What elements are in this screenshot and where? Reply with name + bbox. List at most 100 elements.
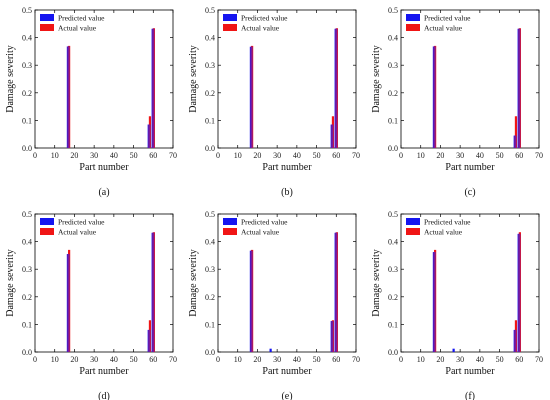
y-tick-label: 0.5 xyxy=(205,210,215,219)
x-axis-title: Part number xyxy=(262,366,312,377)
x-tick-label: 30 xyxy=(273,151,281,160)
y-tick-label: 0.5 xyxy=(205,6,215,15)
y-tick-label: 0.5 xyxy=(388,210,398,219)
panel-caption: (d) xyxy=(98,391,110,400)
legend-swatch xyxy=(223,228,237,235)
x-tick-label: 30 xyxy=(456,151,464,160)
legend-swatch xyxy=(223,218,237,225)
x-tick-label: 50 xyxy=(313,355,321,364)
y-tick-label: 0.2 xyxy=(22,293,32,302)
x-tick-label: 0 xyxy=(33,355,37,364)
y-tick-label: 0.5 xyxy=(22,210,32,219)
x-tick-label: 40 xyxy=(476,151,484,160)
x-tick-label: 0 xyxy=(33,151,37,160)
bar-overlap xyxy=(433,252,436,352)
legend-label: Predicted value xyxy=(241,14,288,23)
legend-label: Actual value xyxy=(424,24,463,33)
legend-swatch xyxy=(406,228,420,235)
x-tick-label: 70 xyxy=(169,151,177,160)
legend-label: Actual value xyxy=(58,228,97,237)
bar-overlap xyxy=(148,124,151,148)
x-tick-label: 50 xyxy=(313,151,321,160)
legend-label: Predicted value xyxy=(424,218,471,227)
y-tick-label: 0.2 xyxy=(388,293,398,302)
legend-swatch xyxy=(223,24,237,31)
x-tick-label: 10 xyxy=(51,151,59,160)
x-tick-label: 40 xyxy=(293,355,301,364)
x-tick-label: 0 xyxy=(216,355,220,364)
bar-overlap xyxy=(148,329,151,352)
y-tick-label: 0.2 xyxy=(22,89,32,98)
panel-caption: (c) xyxy=(464,187,475,198)
panel-caption: (a) xyxy=(98,187,109,198)
x-tick-label: 60 xyxy=(515,355,523,364)
y-tick-label: 0.1 xyxy=(388,116,398,125)
y-tick-label: 0.0 xyxy=(205,144,215,153)
bar-overlap xyxy=(331,321,334,352)
x-tick-label: 60 xyxy=(332,151,340,160)
y-tick-label: 0.4 xyxy=(205,238,215,247)
plot-frame xyxy=(34,213,174,353)
x-tick-label: 50 xyxy=(130,151,138,160)
plot-frame xyxy=(400,213,540,353)
bar-predicted-value xyxy=(452,348,455,352)
x-tick-label: 20 xyxy=(253,355,261,364)
legend-label: Predicted value xyxy=(241,218,288,227)
x-tick-label: 50 xyxy=(130,355,138,364)
x-tick-label: 60 xyxy=(149,355,157,364)
chart-panel: 0 10 20 30 40 50 60 70 0.0 0.1 0.2 0.3 0.4 0.5 Part nu… xyxy=(188,6,360,198)
x-tick-label: 70 xyxy=(169,355,177,364)
y-tick-label: 0.1 xyxy=(388,320,398,329)
x-tick-label: 70 xyxy=(352,355,360,364)
y-tick-label: 0.5 xyxy=(22,6,32,15)
chart-panel: 0 10 20 30 40 50 60 70 0.0 0.1 0.2 0.3 0.4 0.5 Part nu… xyxy=(188,210,360,400)
legend-swatch xyxy=(40,14,54,21)
legend-label: Actual value xyxy=(424,228,463,237)
x-tick-label: 0 xyxy=(399,151,403,160)
x-tick-label: 10 xyxy=(234,151,242,160)
x-tick-label: 70 xyxy=(535,355,543,364)
y-axis-title: Damage severity xyxy=(5,45,16,112)
x-tick-label: 40 xyxy=(110,151,118,160)
y-tick-label: 0.2 xyxy=(205,89,215,98)
y-tick-label: 0.4 xyxy=(205,34,215,43)
chart-panel: 0 10 20 30 40 50 60 70 0.0 0.1 0.2 0.3 0.4 0.5 Part nu… xyxy=(371,210,543,400)
y-axis-title: Damage severity xyxy=(188,45,199,112)
y-axis-title: Damage severity xyxy=(188,249,199,316)
chart-panel: 0 10 20 30 40 50 60 70 0.0 0.1 0.2 0.3 0.4 0.5 Part nu… xyxy=(5,210,177,400)
bar-overlap xyxy=(433,46,436,148)
legend-label: Predicted value xyxy=(58,14,105,23)
x-tick-label: 10 xyxy=(234,355,242,364)
x-tick-label: 30 xyxy=(273,355,281,364)
panel-caption: (e) xyxy=(281,391,292,400)
x-tick-label: 0 xyxy=(216,151,220,160)
y-tick-label: 0.0 xyxy=(22,144,32,153)
legend-swatch xyxy=(406,218,420,225)
x-tick-label: 60 xyxy=(149,151,157,160)
legend-swatch xyxy=(406,14,420,21)
bar-overlap xyxy=(67,254,70,352)
y-tick-label: 0.3 xyxy=(205,61,215,70)
x-tick-label: 20 xyxy=(253,151,261,160)
legend-swatch xyxy=(40,228,54,235)
x-tick-label: 0 xyxy=(399,355,403,364)
bar-overlap xyxy=(331,124,334,148)
bar-predicted-value xyxy=(269,348,272,352)
x-tick-label: 50 xyxy=(496,151,504,160)
bar-overlap xyxy=(335,232,338,352)
legend-swatch xyxy=(40,218,54,225)
x-tick-label: 70 xyxy=(535,151,543,160)
bar-overlap xyxy=(67,46,70,148)
y-tick-label: 0.0 xyxy=(205,348,215,357)
y-tick-label: 0.0 xyxy=(388,348,398,357)
x-tick-label: 60 xyxy=(332,355,340,364)
y-tick-label: 0.1 xyxy=(22,320,32,329)
x-tick-label: 10 xyxy=(51,355,59,364)
legend-label: Actual value xyxy=(58,24,97,33)
bar-overlap xyxy=(518,28,521,149)
y-tick-label: 0.0 xyxy=(22,348,32,357)
panel-caption: (f) xyxy=(465,391,475,400)
x-axis-title: Part number xyxy=(445,162,495,173)
x-axis-title: Part number xyxy=(79,162,129,173)
